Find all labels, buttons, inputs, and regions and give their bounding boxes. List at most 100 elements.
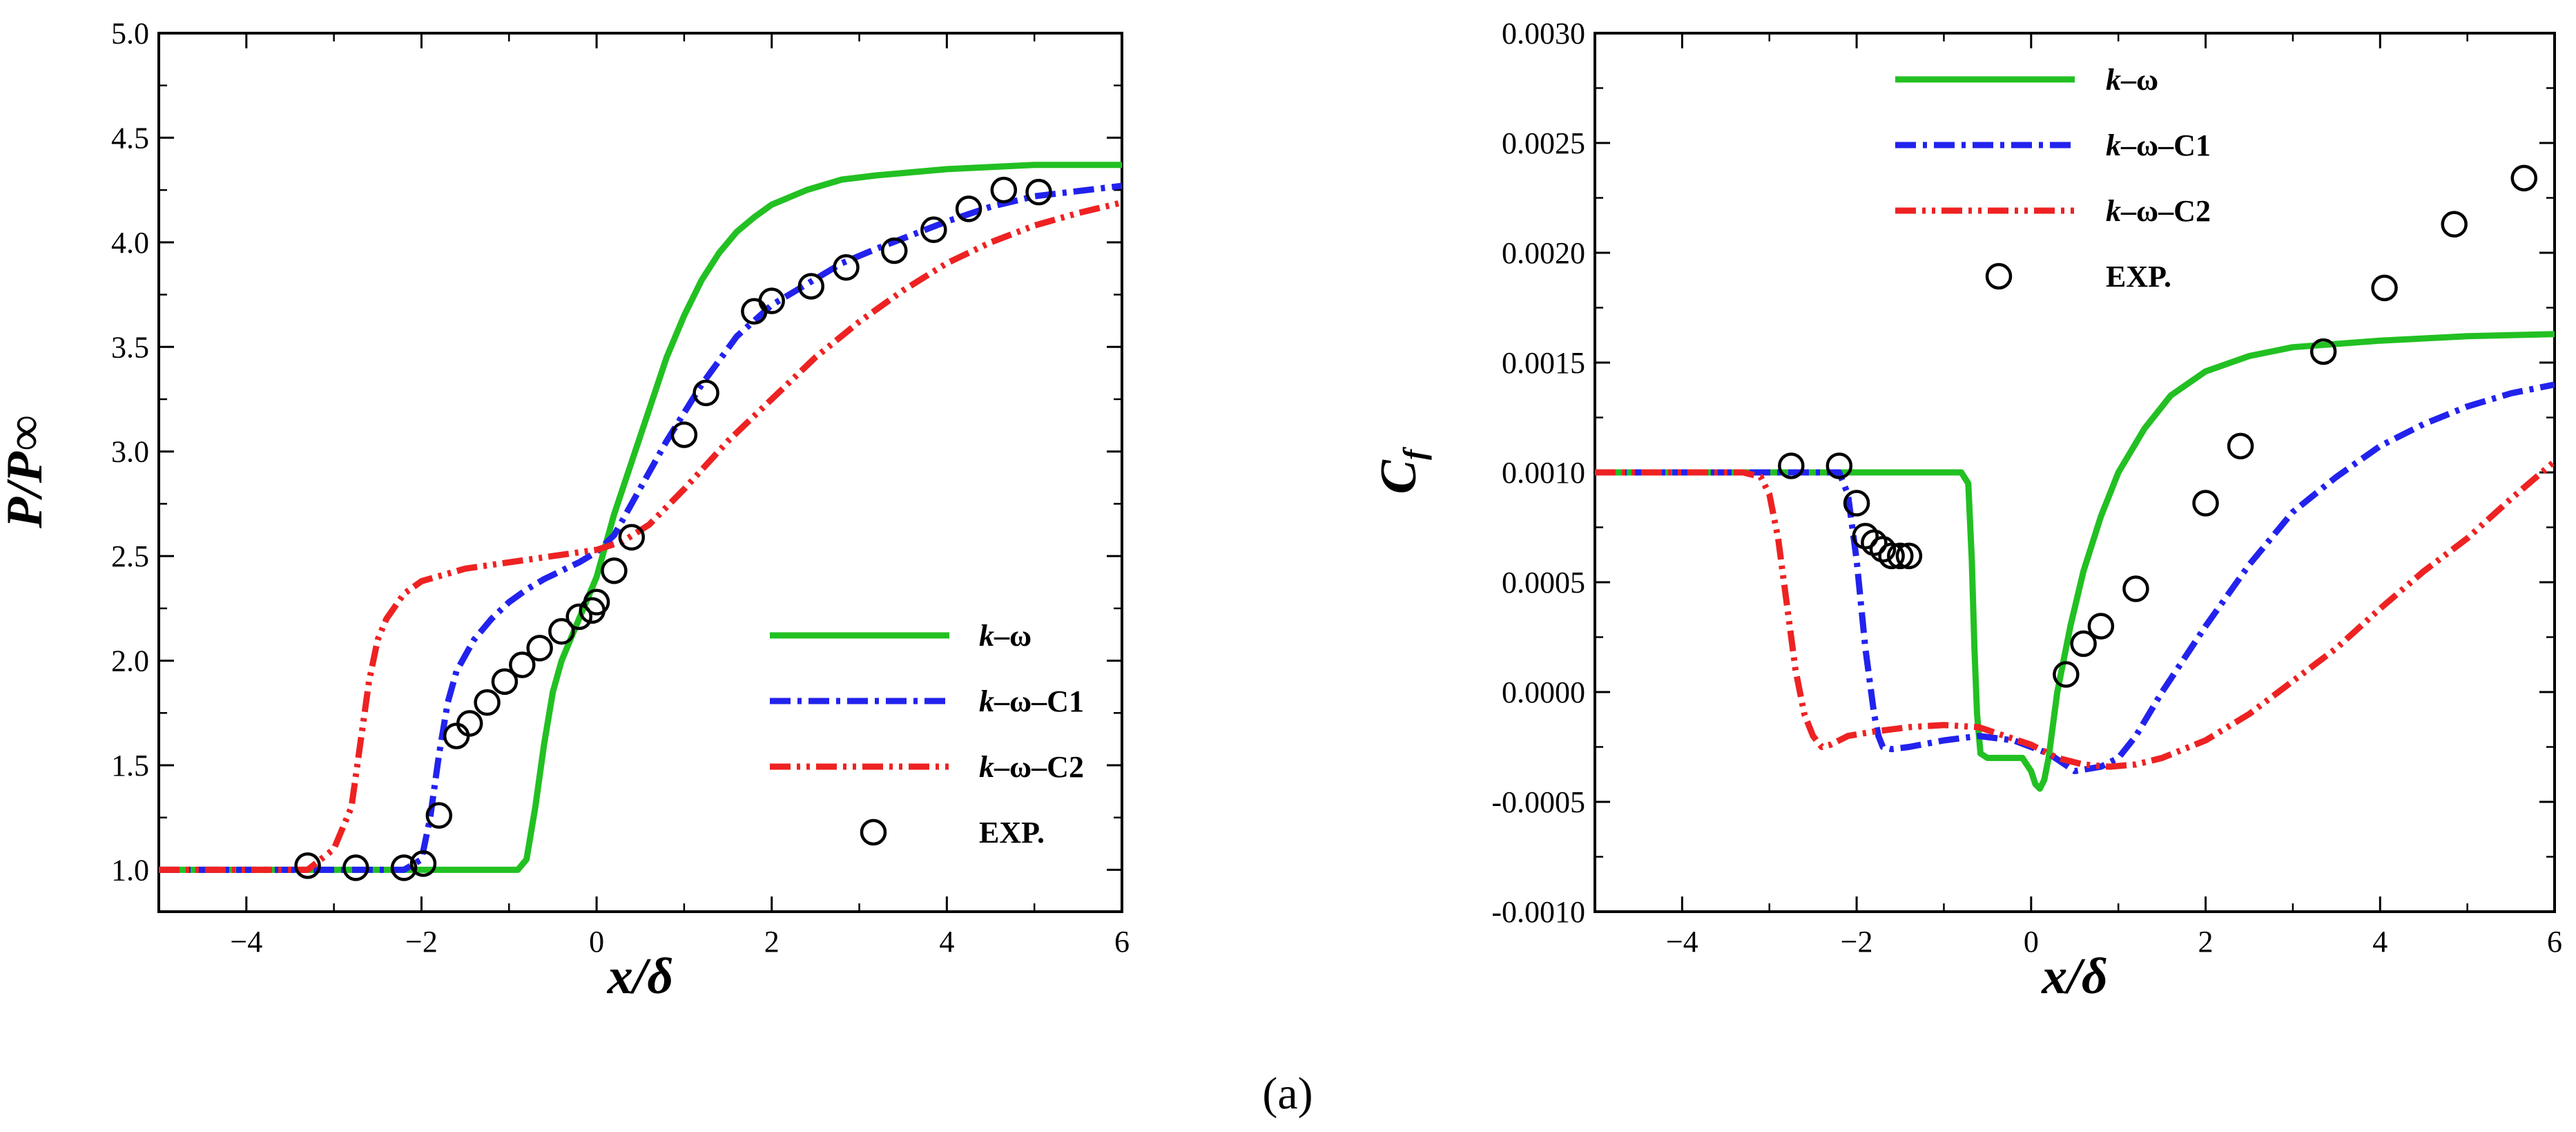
y-axis-label: Cf [1371,446,1432,494]
y-tick-label: 3.0 [111,435,149,469]
x-tick-label: 6 [1114,925,1130,959]
y-tick-label: 0.0030 [1502,17,1585,50]
legend-label: EXP. [979,816,1045,850]
data-point-exp [548,617,575,645]
data-point-exp [1895,542,1923,570]
data-point-exp [797,273,825,300]
data-point-exp [583,588,610,616]
data-point-exp [1843,490,1870,517]
y-tick-label: 1.0 [111,853,149,887]
y-tick-label: -0.0010 [1491,895,1585,929]
data-point-exp [833,253,860,281]
series-k-line [159,162,1122,873]
x-tick-label: 2 [2198,925,2214,959]
figure-caption: (a) [1262,1068,1313,1119]
legend-label: k–ω–C1 [979,684,1084,718]
data-point-exp [2070,630,2097,658]
data-point-exp [1025,178,1052,206]
series-k-line [1595,331,2555,792]
legend-label: k–ω [979,619,1032,653]
x-tick-label: 0 [589,925,604,959]
legend: k–ω k–ω–C1 k–ω–C2 EXP. [770,619,1084,850]
data-point-exp [2510,164,2538,192]
data-point-exp [2053,661,2080,688]
data-point-exp [2441,211,2468,238]
y-tick-label: 0.0025 [1502,126,1585,160]
data-point-exp [2309,338,2337,365]
legend-label: k–ω [2106,63,2158,97]
data-point-exp [2371,274,2398,302]
y-axis-label: P/P∞ [0,415,53,529]
x-tick-label: 4 [2372,925,2388,959]
x-tick-label: 4 [939,925,954,959]
data-point-exp [990,176,1018,204]
data-point-exp [670,421,698,448]
data-point-exp [1887,542,1914,570]
data-point-exp [456,710,483,737]
data-point-exp [474,689,501,716]
data-point-exp [294,852,321,879]
y-tick-label: 0.0000 [1502,675,1585,709]
data-point-exp [443,722,470,749]
legend-label: k–ω–C2 [979,750,1084,784]
y-tick-label: 0.0015 [1502,346,1585,380]
x-axis-label: x/δ [2041,948,2107,1005]
y-tick-label: 1.5 [111,749,149,783]
plot-area [1595,164,2555,792]
data-point-exp [693,379,719,407]
data-point-exp [618,524,646,551]
data-point-exp [1861,529,1888,557]
legend-marker-exp [860,818,887,846]
data-point-exp [509,651,536,678]
legend-label: EXP. [2106,260,2171,294]
chart-skin-friction: −4 −2 0 2 4 6 -0.0010 -0.0005 0.0000 0.0005 0.0010… [1371,17,2562,1005]
data-point-exp [342,854,369,881]
y-tick-label: 0.0005 [1502,566,1585,599]
data-point-exp [1869,536,1897,563]
data-point-exp [491,668,519,695]
legend-label: k–ω–C2 [2106,194,2211,228]
data-point-exp [2192,490,2219,517]
plot-area [159,162,1122,881]
legend: k–ω k–ω–C1 k–ω–C2 EXP. [1895,63,2211,294]
y-tick-label: 3.5 [111,330,149,364]
x-tick-label: −2 [405,925,438,959]
data-point-exp [1878,542,1905,570]
y-tick-label: 0.0010 [1502,456,1585,490]
data-point-exp [565,603,592,631]
y-tick-label: 5.0 [111,17,149,50]
data-point-exp [526,635,553,662]
x-tick-label: 6 [2547,925,2562,959]
data-point-exp [758,287,785,314]
data-point-exp [601,557,628,584]
x-tick-label: 2 [764,925,779,959]
data-point-exp [881,237,908,265]
x-tick-label: 0 [2024,925,2039,959]
data-point-exp [2087,613,2115,640]
data-point-exp [2122,575,2149,602]
y-tick-label: 0.0020 [1502,236,1585,270]
x-tick-label: −4 [230,925,262,959]
data-point-exp [920,216,947,243]
data-point-exp [409,850,437,877]
x-tick-label: −2 [1841,925,1873,959]
chart-pressure-ratio: −4 −2 0 2 4 6 1.0 1.5 2.0 2.5 3.0 3.5 4.0 4.5 5.0 x/δ P/… [0,17,1130,1005]
x-tick-label: −4 [1666,925,1698,959]
y-tick-label: 2.5 [111,539,149,573]
data-point-exp [1778,452,1805,479]
series-k-c1-line [159,182,1122,873]
y-tick-label: 2.0 [111,644,149,678]
data-point-exp [2227,432,2254,460]
data-point-exp [1852,522,1879,550]
legend-label: k–ω–C1 [2106,128,2211,162]
y-tick-label: 4.5 [111,121,149,155]
data-point-exp [390,854,418,881]
plot-frame [157,32,1123,913]
series-k-c2-line [1595,459,2555,770]
series-k-c1-line [1595,381,2555,774]
data-point-exp [1826,452,1853,479]
legend-marker-exp [1985,262,2013,290]
y-tick-label: 4.0 [111,226,149,260]
x-axis-label: x/δ [607,948,673,1005]
